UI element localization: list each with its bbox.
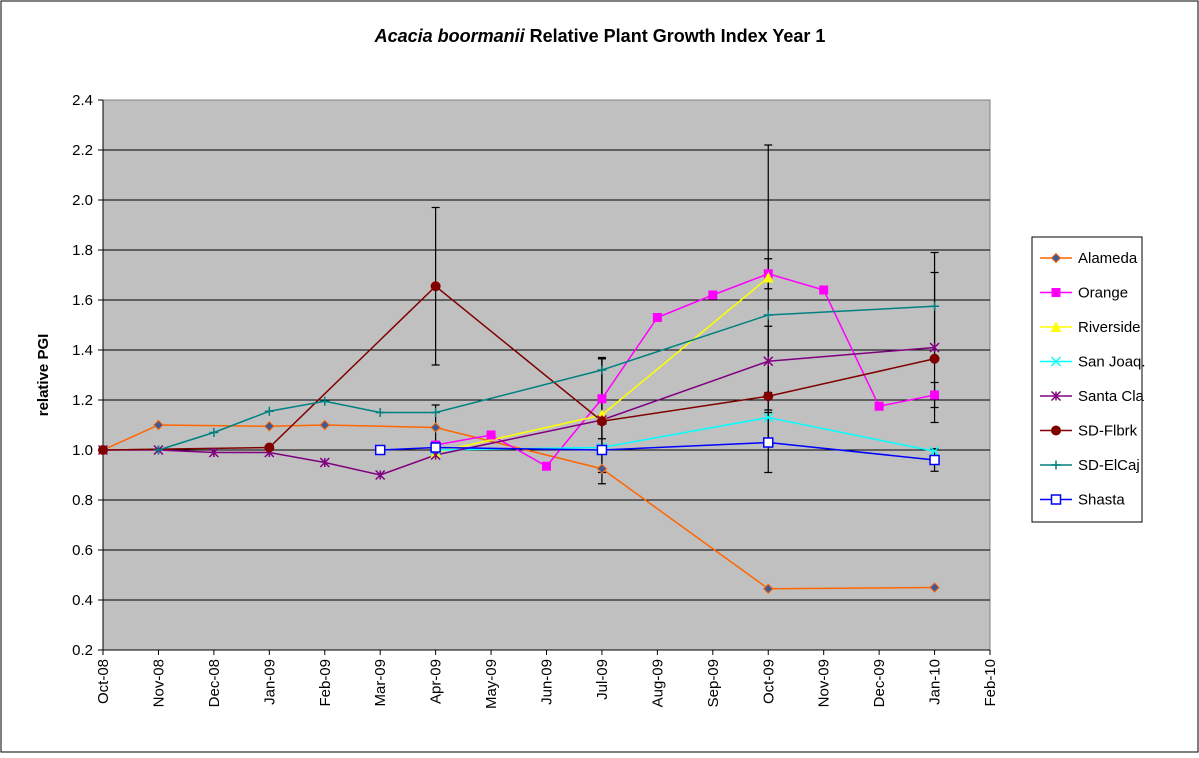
marker [708, 290, 718, 300]
y-tick-label: 2.0 [72, 192, 93, 209]
legend-marker [1050, 494, 1062, 505]
x-tick-label: Jan-09 [261, 659, 278, 705]
y-tick-label: 0.6 [72, 542, 93, 559]
x-tick-label: Oct-08 [95, 659, 112, 704]
marker [375, 469, 386, 481]
series-line [102, 285, 935, 451]
legend [1031, 236, 1143, 523]
legend-marker [1050, 356, 1062, 367]
x-tick-label: May-09 [483, 659, 500, 709]
x-tick-label: Feb-09 [317, 659, 334, 707]
legend-marker [1051, 425, 1061, 436]
marker [430, 281, 441, 292]
marker [264, 406, 274, 416]
x-tick-label: Sep-09 [705, 659, 722, 707]
y-tick-label: 0.2 [72, 642, 93, 659]
marker [763, 356, 774, 367]
y-tick-label: 1.2 [72, 392, 93, 409]
x-tick-label: Nov-09 [816, 659, 833, 707]
y-tick-label: 1.8 [72, 242, 93, 259]
marker [431, 408, 441, 417]
marker [486, 430, 496, 440]
legend-label: Santa Cla [1078, 388, 1145, 405]
marker [819, 285, 829, 295]
y-tick-label: 0.4 [72, 592, 93, 609]
marker [763, 391, 774, 402]
marker [763, 437, 774, 448]
marker [652, 313, 662, 322]
legend-label: San Joaq. [1078, 354, 1146, 371]
marker [763, 583, 774, 594]
marker [597, 365, 607, 375]
x-tick-label: Oct-09 [760, 659, 777, 704]
marker [930, 301, 940, 311]
x-tick-label: Dec-08 [206, 659, 223, 707]
marker [929, 342, 940, 353]
marker [430, 422, 441, 433]
marker [319, 419, 330, 431]
title-text: Relative Plant Growth Index Year 1 [530, 26, 826, 46]
x-tick-label: Jan-10 [927, 659, 944, 705]
marker [430, 442, 441, 453]
x-tick-label: Jun-09 [539, 659, 556, 705]
marker [98, 445, 108, 455]
marker [375, 408, 385, 417]
legend-marker [1050, 321, 1062, 332]
marker [929, 582, 940, 593]
marker [763, 412, 774, 423]
series-line [102, 424, 935, 590]
marker [596, 463, 608, 474]
plot-area [102, 99, 991, 651]
legend-marker [1051, 288, 1061, 297]
y-tick-label: 1.4 [72, 342, 93, 359]
x-tick-label: Jul-09 [594, 659, 611, 700]
chart-title: Acacia boormanii Relative Plant Growth I… [374, 26, 826, 46]
series-line [435, 272, 935, 468]
marker [153, 419, 164, 431]
y-tick-label: 1.0 [72, 442, 93, 459]
x-tick-label: Aug-09 [649, 659, 666, 707]
legend-label: Riverside [1078, 319, 1141, 336]
x-tick-label: Dec-09 [871, 659, 888, 707]
y-tick-label: 1.6 [72, 292, 93, 309]
legend-marker [1050, 252, 1062, 264]
legend-label: Alameda [1078, 250, 1138, 267]
marker [320, 396, 330, 406]
title-species: Acacia boormanii [374, 26, 526, 46]
marker [319, 457, 330, 468]
legend-label: SD-Flbrk [1078, 423, 1138, 440]
series-line [103, 346, 935, 476]
marker [264, 421, 275, 432]
y-tick-label: 2.2 [72, 142, 93, 159]
y-tick-label: 2.4 [72, 92, 93, 109]
legend-marker [1051, 460, 1061, 470]
marker [929, 454, 940, 466]
marker [153, 445, 163, 455]
marker [374, 444, 386, 456]
y-tick-label: 0.8 [72, 492, 93, 509]
marker [929, 353, 940, 364]
marker [208, 447, 219, 458]
legend-label: Orange [1078, 285, 1128, 302]
x-tick-label: Nov-08 [150, 659, 167, 707]
marker [762, 271, 774, 283]
marker [596, 416, 607, 427]
x-tick-label: Mar-09 [372, 659, 389, 707]
legend-label: SD-ElCaj [1078, 457, 1140, 474]
legend-label: Shasta [1078, 492, 1125, 509]
marker [763, 310, 773, 320]
marker [542, 461, 551, 471]
legend-marker [1050, 390, 1062, 402]
y-axis-label: relative PGI [35, 334, 52, 417]
x-tick-label: Feb-10 [982, 659, 999, 707]
marker [596, 444, 608, 456]
marker [874, 401, 884, 411]
marker [930, 390, 940, 400]
marker [264, 442, 275, 453]
x-tick-label: Apr-09 [428, 659, 445, 704]
marker [929, 446, 940, 457]
marker [597, 394, 607, 404]
marker [209, 428, 219, 437]
